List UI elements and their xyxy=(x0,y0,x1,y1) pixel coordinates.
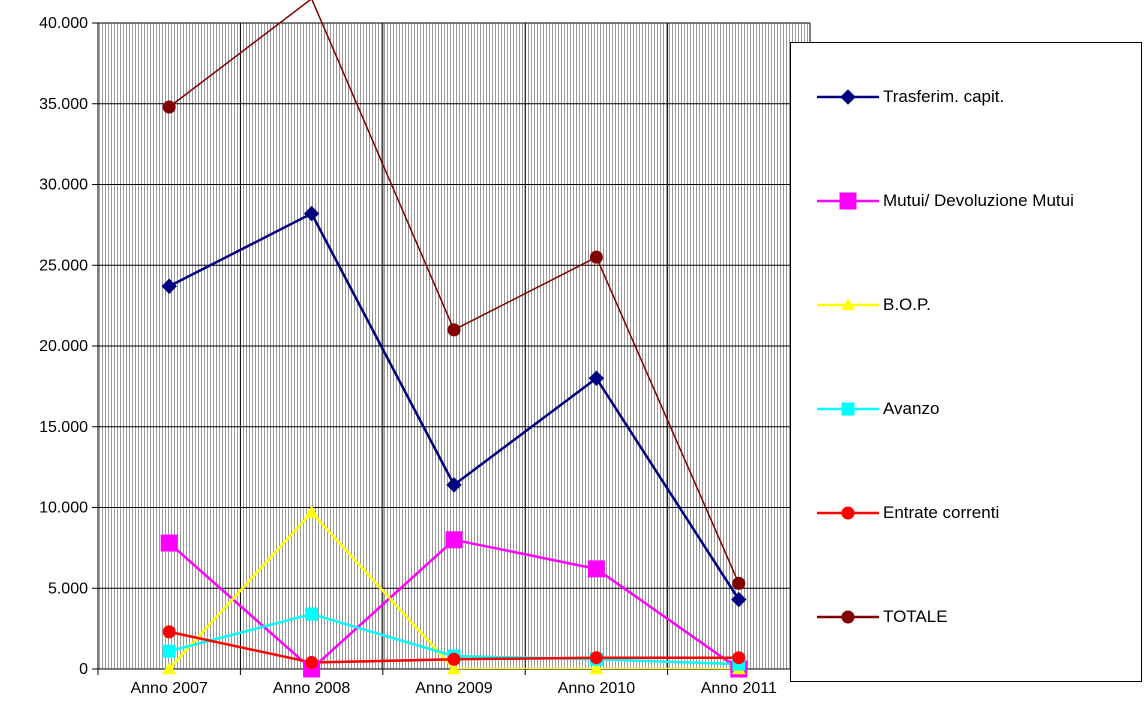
data-point-mutui-devoluzione-mutui xyxy=(445,531,463,549)
legend-label: Trasferim. capit. xyxy=(883,87,1005,106)
data-point-b-o-p xyxy=(589,661,604,675)
legend-label: TOTALE xyxy=(883,607,948,626)
y-tick-label: 20.000 xyxy=(39,338,88,355)
y-tick-label: 10.000 xyxy=(39,500,88,517)
y-tick-label: 40.000 xyxy=(39,15,88,32)
data-point-entrate-correnti xyxy=(305,656,319,670)
x-tick-label: Anno 2011 xyxy=(701,680,777,697)
tick-labels: 0 5.000 10.000 15.000 20.000 25.000 30.000 35.0… xyxy=(39,15,777,697)
series-line-b-o-p xyxy=(168,510,739,669)
data-point-trasferim-capit xyxy=(731,591,747,608)
legend-item-avanzo: Avanzo xyxy=(815,397,939,421)
data-point-trasferim-capit xyxy=(446,477,462,493)
y-tick-label: 35.000 xyxy=(39,96,88,113)
data-point-mutui-devoluzione-mutui xyxy=(160,534,178,552)
y-tick-label: 30.000 xyxy=(39,177,88,194)
data-point-entrate-correnti xyxy=(162,625,176,639)
legend-swatch-mutui-devoluzione-mutui xyxy=(817,192,879,210)
legend-swatch-b-o-p xyxy=(817,297,879,311)
data-point-b-o-p xyxy=(162,661,177,675)
legend-swatch-trasferim-capit xyxy=(817,89,879,105)
legend-label: Mutui/ Devoluzione Mutui xyxy=(883,191,1074,210)
x-tick-label: Anno 2007 xyxy=(130,680,208,697)
legend: Trasferim. capit. Mutui/ Devoluzione Mutu… xyxy=(790,42,1142,682)
legend-marker xyxy=(840,89,856,105)
legend-item-mutui-devoluzione-mutui: Mutui/ Devoluzione Mutui xyxy=(815,189,1074,213)
legend-marker xyxy=(841,297,855,311)
data-point-avanzo xyxy=(162,644,176,658)
data-point-totale xyxy=(447,323,461,337)
marker-layer xyxy=(160,100,748,678)
legend-label: Entrate correnti xyxy=(883,503,1000,522)
legend-item-trasferim-capit: Trasferim. capit. xyxy=(815,85,1004,109)
y-tick-label: 15.000 xyxy=(39,419,88,436)
data-point-entrate-correnti xyxy=(447,652,461,666)
y-tick-label: 25.000 xyxy=(39,257,88,274)
legend-swatch-avanzo xyxy=(817,402,879,416)
legend-label: Avanzo xyxy=(883,399,940,418)
legend-swatch-totale xyxy=(817,610,879,624)
legend-swatch-entrate-correnti xyxy=(817,506,879,520)
data-point-trasferim-capit xyxy=(303,205,320,222)
legend-item-entrate-correnti: Entrate correnti xyxy=(815,501,999,525)
x-tick-label: Anno 2010 xyxy=(558,680,636,697)
legend-item-b-o-p: B.O.P. xyxy=(815,293,931,317)
data-point-totale xyxy=(589,250,603,264)
data-point-mutui-devoluzione-mutui xyxy=(587,560,605,578)
legend-marker xyxy=(841,402,855,416)
data-point-totale xyxy=(162,100,176,114)
legend-item-totale: TOTALE xyxy=(815,605,948,629)
data-point-entrate-correnti xyxy=(589,651,603,665)
legend-marker xyxy=(841,610,855,624)
data-point-trasferim-capit xyxy=(161,278,177,294)
legend-marker xyxy=(841,506,855,520)
data-point-b-o-p xyxy=(447,661,461,675)
y-tick-label: 0 xyxy=(79,661,88,678)
data-point-avanzo xyxy=(305,607,319,621)
y-tick-label: 5.000 xyxy=(48,580,88,597)
data-point-entrate-correnti xyxy=(732,651,746,665)
data-point-b-o-p xyxy=(304,505,319,518)
legend-label: B.O.P. xyxy=(883,295,931,314)
data-point-totale xyxy=(732,576,746,590)
data-point-trasferim-capit xyxy=(588,370,605,387)
legend-marker xyxy=(839,192,857,210)
x-tick-label: Anno 2008 xyxy=(273,680,351,697)
x-tick-label: Anno 2009 xyxy=(415,680,493,697)
